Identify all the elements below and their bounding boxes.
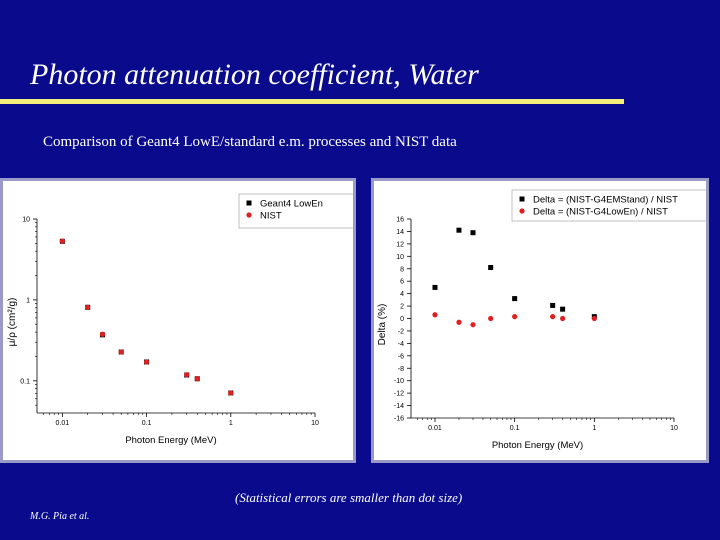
data-point-series-b [184, 372, 190, 378]
y-tick-label: 12 [396, 241, 404, 248]
x-axis-title: Photon Energy (MeV) [492, 440, 583, 451]
legend-box [238, 193, 353, 229]
y-tick-label: 0 [400, 316, 404, 323]
legend-marker [519, 196, 525, 202]
y-tick-label: 10 [22, 217, 30, 224]
x-tick-label: 0.01 [56, 420, 70, 427]
y-tick-label: -4 [398, 341, 404, 348]
legend-marker [246, 212, 252, 218]
data-point-series-b [512, 314, 518, 320]
legend-marker [246, 200, 252, 206]
y-axis-title: Delta (%) [377, 304, 388, 346]
legend-marker [519, 208, 525, 214]
data-point-series-b [456, 319, 462, 325]
y-tick-label: 4 [400, 291, 404, 298]
y-tick-label: -6 [398, 353, 404, 360]
attenuation-chart: 0.01 0.1 1 10 0.1 1 10 Photon Energy (MeV) μ/ρ (… [7, 193, 353, 446]
data-point-series-b [118, 349, 124, 355]
data-point-series-a [432, 284, 438, 290]
y-tick-label: 1 [26, 297, 30, 304]
y-tick-label: 0.1 [20, 378, 30, 385]
attenuation-chart-panel: 0.01 0.1 1 10 0.1 1 10 Photon Energy (MeV) μ/ρ (… [0, 178, 356, 463]
y-tick-label: -16 [394, 416, 404, 423]
y-tick-label: -8 [398, 366, 404, 373]
y-tick-label: 10 [396, 254, 404, 261]
data-point-series-a [456, 227, 462, 233]
y-tick-label: -2 [398, 328, 404, 335]
data-point-series-b [488, 315, 494, 322]
data-point-series-b [228, 390, 234, 396]
data-point-series-a [550, 302, 556, 308]
data-point-series-a [488, 265, 494, 271]
data-point-series-b [550, 314, 556, 320]
y-tick-label: -12 [394, 391, 404, 398]
data-point-series-b [560, 315, 566, 322]
data-point-series-a [512, 296, 518, 302]
legend-label: Delta = (NIST-G4EMStand) / NIST [533, 195, 678, 206]
x-tick-label: 0.01 [428, 425, 442, 432]
data-point-series-a [470, 230, 476, 236]
data-point-series-b [432, 312, 438, 318]
x-tick-label: 10 [670, 425, 678, 432]
y-tick-label: 14 [396, 229, 404, 236]
data-point-series-b [99, 331, 106, 337]
data-point-series-a [560, 306, 566, 312]
data-point-series-b [470, 322, 476, 328]
y-tick-label: 16 [396, 217, 404, 224]
x-tick-label: 1 [229, 420, 233, 427]
x-tick-label: 0.1 [510, 425, 520, 432]
legend-label: NIST [260, 211, 282, 222]
data-point-series-b [194, 376, 200, 382]
data-point-series-b [143, 359, 150, 365]
x-tick-label: 1 [592, 425, 596, 432]
x-tick-label: 10 [311, 420, 319, 427]
legend-box [511, 189, 706, 222]
x-axis-title: Photon Energy (MeV) [125, 435, 216, 446]
title-underline [0, 99, 624, 104]
y-tick-label: -10 [394, 378, 404, 385]
legend-label: Geant4 LowEn [260, 199, 323, 210]
data-point-series-b [85, 304, 91, 310]
y-tick-label: 6 [400, 279, 404, 286]
y-tick-label: -14 [394, 403, 404, 410]
data-point-series-b [59, 238, 65, 244]
delta-chart: 0.01 0.1 1 10 16 14 12 10 8 6 4 2 0 -2 -4 -6 -8 -10 -12 -14… [377, 189, 706, 451]
legend-label: Delta = (NIST-G4LowEn) / NIST [533, 207, 668, 218]
y-axis-title: μ/ρ (cm²/g) [7, 298, 18, 347]
y-tick-label: 8 [400, 266, 404, 273]
delta-chart-panel: 0.01 0.1 1 10 16 14 12 10 8 6 4 2 0 -2 -4 -6 -8 -10 -12 -14… [371, 178, 709, 463]
author-credit: M.G. Pia et al. [30, 511, 90, 522]
slide-title: Photon attenuation coefficient, Water [30, 58, 479, 91]
y-tick-label: 2 [400, 304, 404, 311]
data-point-series-b [591, 315, 597, 322]
slide-subtitle: Comparison of Geant4 LowE/standard e.m. … [43, 134, 457, 150]
x-tick-label: 0.1 [142, 420, 152, 427]
errors-note: (Statistical errors are smaller than dot… [235, 490, 463, 505]
